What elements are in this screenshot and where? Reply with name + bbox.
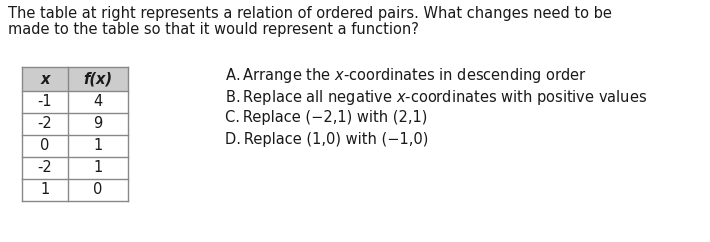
Text: A. Arrange the $x$-coordinates in descending order: A. Arrange the $x$-coordinates in descen… [225, 66, 587, 85]
Text: 0: 0 [93, 182, 103, 197]
Text: 4: 4 [94, 94, 103, 109]
Text: 1: 1 [94, 160, 103, 175]
Text: made to the table so that it would represent a function?: made to the table so that it would repre… [8, 22, 419, 37]
Text: 0: 0 [40, 138, 50, 153]
FancyBboxPatch shape [22, 135, 128, 157]
FancyBboxPatch shape [22, 157, 128, 179]
Text: C. Replace (−2,1) with (2,1): C. Replace (−2,1) with (2,1) [225, 110, 427, 125]
Text: 1: 1 [94, 138, 103, 153]
Text: 1: 1 [40, 182, 50, 197]
Text: B. Replace all negative $x$-coordinates with positive values: B. Replace all negative $x$-coordinates … [225, 88, 648, 107]
FancyBboxPatch shape [22, 91, 128, 113]
Text: 9: 9 [94, 116, 103, 131]
FancyBboxPatch shape [22, 179, 128, 201]
Text: The table at right represents a relation of ordered pairs. What changes need to : The table at right represents a relation… [8, 6, 612, 21]
Text: -2: -2 [38, 160, 53, 175]
Text: f(x): f(x) [84, 71, 112, 86]
Text: x: x [40, 71, 50, 86]
Text: D. Replace (1,0) with (−1,0): D. Replace (1,0) with (−1,0) [225, 132, 428, 147]
FancyBboxPatch shape [22, 67, 128, 91]
FancyBboxPatch shape [22, 113, 128, 135]
Text: -1: -1 [38, 94, 53, 109]
Text: -2: -2 [38, 116, 53, 131]
